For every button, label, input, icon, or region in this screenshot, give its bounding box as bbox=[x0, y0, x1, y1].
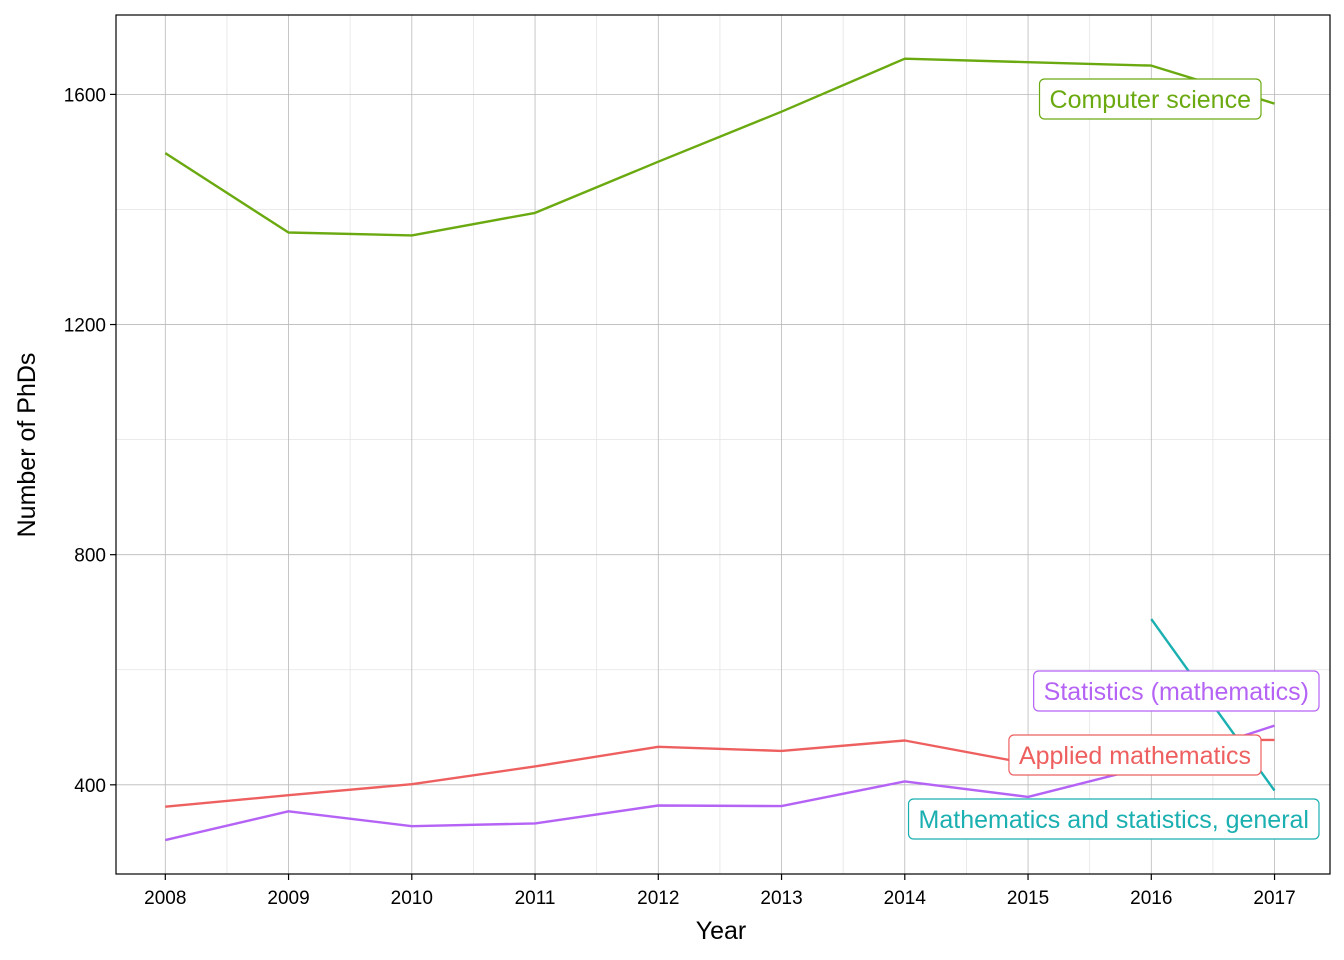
axes: 2008 2009 2010 2011 2012 2013 2014 2015 2016 2017… bbox=[64, 85, 1296, 909]
series-label-mathematics-and-statistics-general: Mathematics and statistics, general bbox=[907, 798, 1320, 840]
y-tick-label: 800 bbox=[74, 546, 106, 567]
x-tick-label: 2017 bbox=[1253, 888, 1295, 909]
x-tick-label: 2012 bbox=[637, 888, 679, 909]
plot-panel-border bbox=[115, 14, 1331, 875]
series-label-statistics-mathematics: Statistics (mathematics) bbox=[1033, 670, 1320, 712]
series-label-text: Applied mathematics bbox=[1019, 742, 1251, 770]
x-axis-title: Year bbox=[696, 917, 747, 945]
x-tick-label: 2008 bbox=[144, 888, 186, 909]
series-label-box bbox=[907, 798, 1320, 840]
x-tick-label: 2013 bbox=[760, 888, 802, 909]
x-tick-label: 2016 bbox=[1130, 888, 1172, 909]
x-tick-label: 2009 bbox=[267, 888, 309, 909]
x-tick-label: 2015 bbox=[1007, 888, 1049, 909]
y-tick-label: 1600 bbox=[64, 85, 106, 106]
series-label-text: Statistics (mathematics) bbox=[1044, 678, 1309, 706]
x-tick-label: 2014 bbox=[884, 888, 927, 909]
y-tick-label: 1200 bbox=[64, 316, 106, 337]
series-label-computer-science: Computer science bbox=[1038, 78, 1262, 120]
series-label-box bbox=[1033, 670, 1320, 712]
series-label-applied-mathematics: Applied mathematics bbox=[1008, 734, 1262, 776]
series-label-box bbox=[1038, 78, 1262, 120]
x-tick-label: 2011 bbox=[515, 888, 556, 909]
y-axis-title: Number of PhDs bbox=[13, 353, 41, 538]
series-line-statistics-mathematics bbox=[165, 724, 1275, 842]
y-tick-label: 400 bbox=[74, 776, 106, 797]
series-label-text: Computer science bbox=[1050, 86, 1251, 114]
series-label-text: Mathematics and statistics, general bbox=[919, 806, 1309, 834]
series-label-box bbox=[1008, 734, 1262, 776]
x-tick-label: 2010 bbox=[391, 888, 433, 909]
series-line-computer-science bbox=[164, 57, 1275, 237]
series-labels: Computer science Statistics (mathematics)… bbox=[907, 78, 1320, 840]
